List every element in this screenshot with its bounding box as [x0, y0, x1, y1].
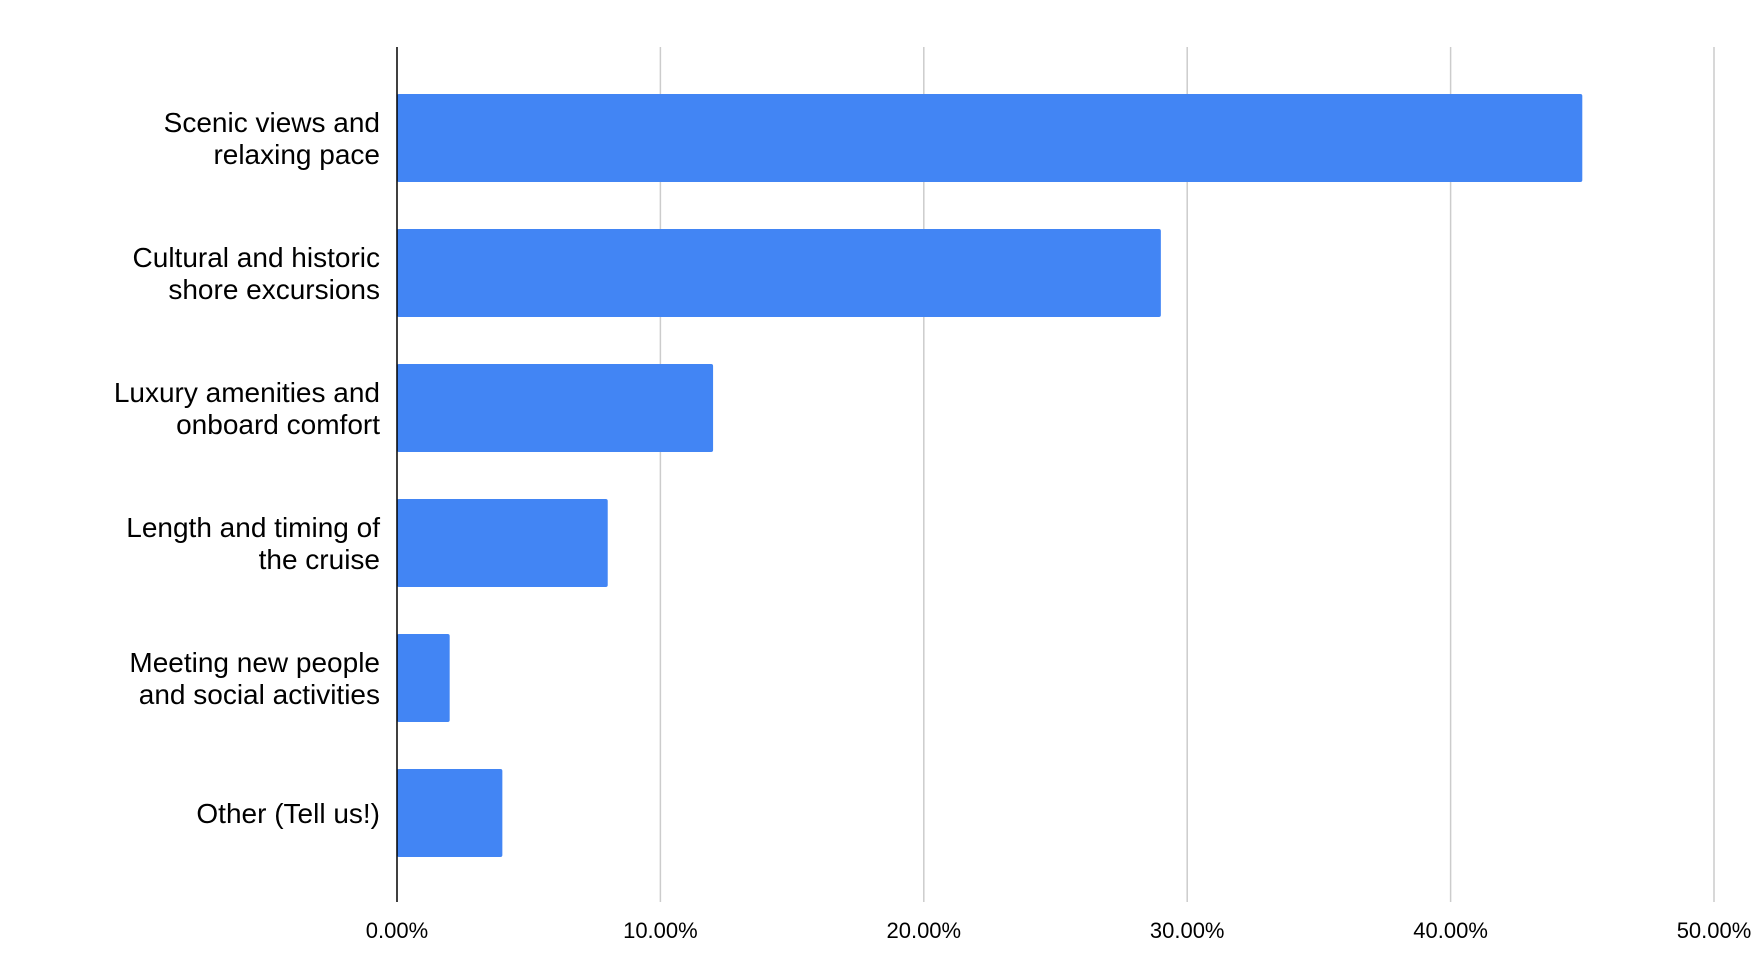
bar [397, 769, 503, 857]
category-label-line: the cruise [259, 544, 380, 575]
category-label-line: shore excursions [168, 274, 380, 305]
bar [397, 499, 608, 587]
category-label-line: and social activities [139, 679, 380, 710]
category-label: Cultural and historic shore excursions [133, 242, 380, 305]
category-label: Other (Tell us!) [196, 798, 380, 829]
category-label-line: Other (Tell us!) [196, 798, 380, 829]
category-label-line: Scenic views and [164, 107, 380, 138]
category-label: Meeting new people and social activities [129, 647, 380, 710]
x-tick-label: 30.00% [1150, 918, 1225, 943]
x-tick-label: 40.00% [1413, 918, 1488, 943]
category-label-line: Meeting new people [129, 647, 380, 678]
category-label-line: Length and timing of [126, 512, 380, 543]
x-tick-label: 50.00% [1677, 918, 1752, 943]
category-label-line: Luxury amenities and [114, 377, 380, 408]
x-tick-label: 0.00% [366, 918, 428, 943]
category-labels: Scenic views and relaxing pace Cultural an… [114, 107, 380, 829]
category-label-line: onboard comfort [176, 409, 380, 440]
gridlines [659, 47, 1715, 902]
category-label-line: relaxing pace [213, 139, 380, 170]
x-tick-label: 10.00% [623, 918, 698, 943]
bar [397, 364, 714, 452]
bars [397, 94, 1583, 857]
category-label-line: Cultural and historic [133, 242, 380, 273]
category-label: Luxury amenities and onboard comfort [114, 377, 380, 440]
bar [397, 229, 1161, 317]
bar [397, 634, 450, 722]
category-label: Scenic views and relaxing pace [164, 107, 380, 170]
x-tick-label: 20.00% [886, 918, 961, 943]
bar [397, 94, 1583, 182]
category-label: Length and timing of the cruise [126, 512, 380, 575]
x-tick-labels: 0.00% 10.00% 20.00% 30.00% 40.00% 50.00% [366, 918, 1752, 943]
